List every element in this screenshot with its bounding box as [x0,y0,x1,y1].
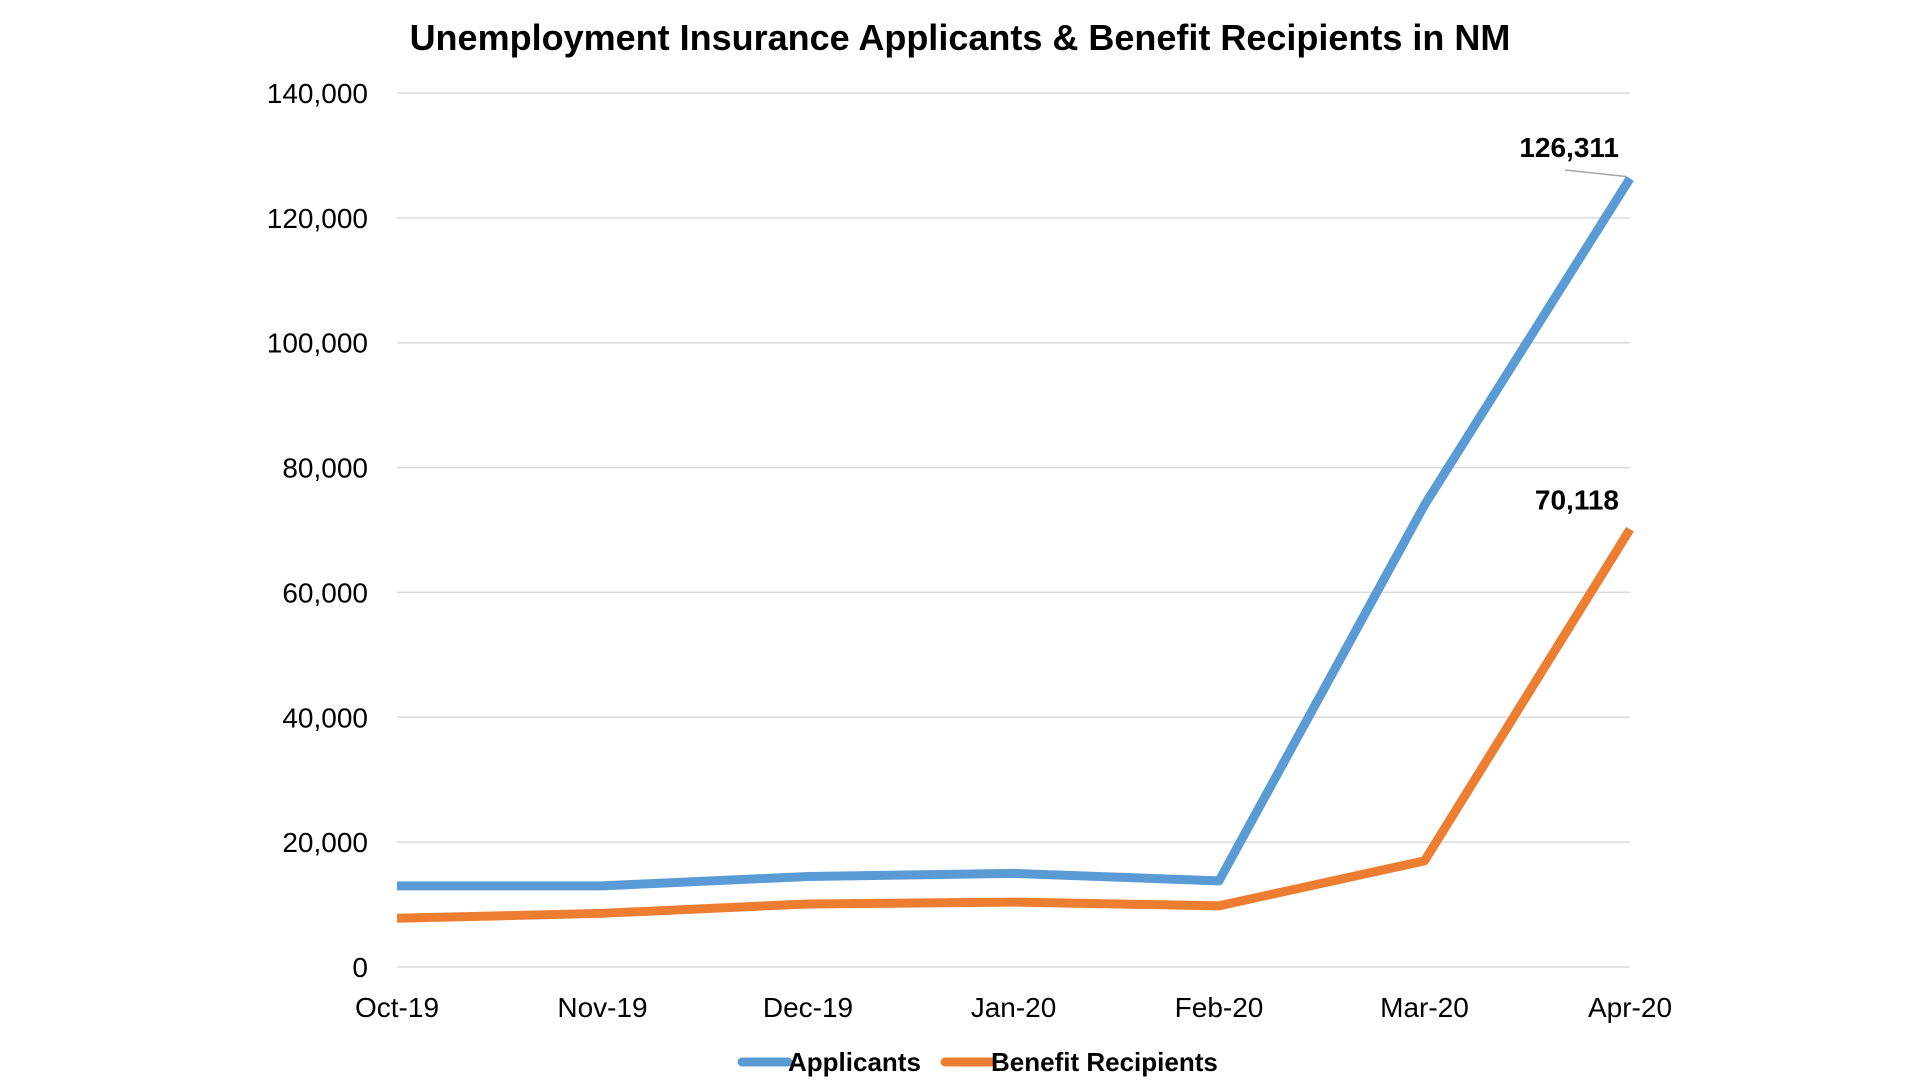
data-label-leader-line [1564,169,1627,178]
y-tick-label: 40,000 [282,702,368,733]
y-tick-label: 20,000 [282,827,368,858]
x-tick-label: Jan-20 [971,992,1057,1023]
legend: Applicants Benefit Recipients [737,1047,1218,1077]
x-tick-label: Feb-20 [1175,992,1264,1023]
data-label: 70,118 [1535,484,1619,515]
data-labels: 126,311 70,118 [1519,132,1627,515]
x-tick-label: Dec-19 [763,992,853,1023]
x-axis-ticks: Oct-19 Nov-19 Dec-19 Jan-20 Feb-20 Mar-20 Apr-… [355,992,1672,1023]
series-line-benefit-recipients [396,526,1634,923]
y-tick-label: 60,000 [282,577,368,608]
series-line-applicants [397,176,1634,891]
y-tick-label: 100,000 [267,328,368,359]
data-label: 126,311 [1519,132,1619,163]
series-lines [396,176,1634,923]
chart-title: Unemployment Insurance Applicants & Bene… [410,17,1511,58]
y-tick-label: 140,000 [267,78,368,109]
y-tick-label: 0 [352,952,368,983]
y-tick-label: 120,000 [267,203,368,234]
y-tick-label: 80,000 [282,453,368,484]
y-axis-ticks: 0 20,000 40,000 60,000 80,000 100,000 120,000 1… [267,78,368,983]
x-tick-label: Apr-20 [1588,992,1672,1023]
legend-label: Applicants [788,1047,921,1077]
x-tick-label: Mar-20 [1380,992,1469,1023]
legend-label: Benefit Recipients [991,1047,1218,1077]
x-tick-label: Oct-19 [355,992,439,1023]
gridlines [397,92,1630,968]
x-tick-label: Nov-19 [557,992,647,1023]
